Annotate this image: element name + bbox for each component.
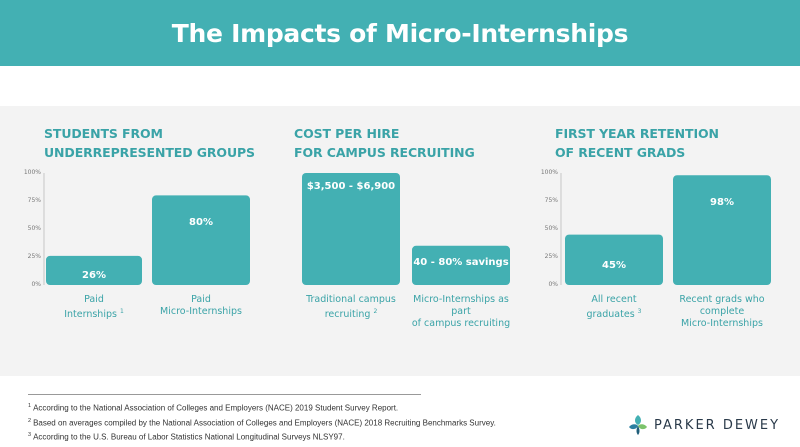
bar-chart xyxy=(560,173,771,285)
category-label: Recent grads who complete Micro-Internship… xyxy=(663,294,781,330)
footnote-number: 1 xyxy=(28,403,32,409)
bar-value-label: 80% xyxy=(189,217,213,229)
category-label-line: Micro-Internships xyxy=(160,306,242,317)
footnote-text: According to the U.S. Bureau of Labor St… xyxy=(33,432,345,442)
chart-panel-cost: COST PER HIRE FOR CAMPUS RECRUITING $3,5… xyxy=(294,106,524,376)
category-label: Paid Micro-Internships xyxy=(142,294,260,318)
footnote: 3 According to the U.S. Bureau of Labor S… xyxy=(28,429,608,444)
footnote-marker: 2 xyxy=(373,308,378,315)
footnote: 2 Based on averages compiled by the Natio… xyxy=(28,415,608,430)
chart-title-line: OF RECENT GRADS xyxy=(555,145,686,160)
footnote-number: 3 xyxy=(28,432,32,439)
category-label-line: Recent grads who xyxy=(679,294,765,305)
bar xyxy=(46,255,142,285)
category-label-line: Internships 1 xyxy=(64,308,124,321)
y-tick-label: 0% xyxy=(548,281,558,288)
category-label: All recent graduates 3 xyxy=(555,294,673,321)
category-label: Paid Internships 1 xyxy=(36,294,152,321)
bar xyxy=(673,175,771,285)
y-tick-label: 75% xyxy=(544,197,558,204)
spacer xyxy=(0,66,800,106)
header-banner: The Impacts of Micro-Internships xyxy=(0,0,800,66)
chart-panel-retention: FIRST YEAR RETENTION OF RECENT GRADS 100… xyxy=(541,106,785,376)
y-tick-label: 0% xyxy=(31,281,41,288)
category-label-line: Paid xyxy=(84,294,104,305)
y-tick-label: 100% xyxy=(23,169,41,176)
chart-title: FIRST YEAR RETENTION OF RECENT GRADS xyxy=(555,124,795,162)
footnote-marker: 1 xyxy=(119,308,124,315)
category-label-line: Traditional campus xyxy=(306,294,396,305)
chart-title: COST PER HIRE FOR CAMPUS RECRUITING xyxy=(294,124,534,162)
category-label-line: Micro-Internships xyxy=(681,318,763,329)
footnote: 1 According to the National Association o… xyxy=(28,400,608,415)
footnote-divider xyxy=(28,394,421,395)
footnote-marker: 3 xyxy=(637,308,642,315)
y-tick-label: 100% xyxy=(540,169,558,176)
bar xyxy=(412,245,510,285)
footnotes: 1 According to the National Association o… xyxy=(28,400,608,444)
bar xyxy=(565,234,663,285)
footnote-number: 2 xyxy=(28,417,32,424)
bar xyxy=(302,173,400,285)
chart-title-line: FIRST YEAR RETENTION xyxy=(555,126,719,141)
category-label-line: recruiting 2 xyxy=(324,308,378,321)
bar-chart xyxy=(302,173,510,285)
category-label: Micro-Internships as part of campus recru… xyxy=(402,294,520,330)
category-label-line: complete xyxy=(699,306,745,317)
chart-title-line: UNDERREPRESENTED GROUPS xyxy=(44,145,255,160)
bar-chart xyxy=(43,173,250,285)
chart-title-line: FOR CAMPUS RECRUITING xyxy=(294,145,475,160)
bar-value-label: 26% xyxy=(82,270,106,282)
leaf-logo-icon xyxy=(629,415,647,435)
footnote-text: According to the National Association of… xyxy=(33,403,399,413)
category-label-line: All recent xyxy=(591,294,637,305)
bar xyxy=(152,195,250,285)
bar-value-label: 98% xyxy=(710,197,734,209)
logo-text: PARKER DEWEY xyxy=(654,417,781,433)
y-tick-label: 75% xyxy=(27,197,41,204)
category-label: Traditional campus recruiting 2 xyxy=(292,294,410,321)
company-logo: PARKER DEWEY xyxy=(628,414,780,436)
category-label-line: Micro-Internships as part xyxy=(413,294,509,317)
category-label-line: graduates 3 xyxy=(586,308,642,321)
category-label-line: of campus recruiting xyxy=(411,318,511,329)
y-tick-label: 25% xyxy=(27,253,41,260)
bar-value-label: $3,500 - $6,900 xyxy=(306,181,396,192)
chart-panel-students: STUDENTS FROM UNDERREPRESENTED GROUPS 10… xyxy=(24,106,268,376)
bar-value-label: 45% xyxy=(602,259,626,271)
category-label-line: Paid xyxy=(191,294,211,305)
bar-value-label: 40 - 80% savings xyxy=(413,256,509,268)
footnote-text: Based on averages compiled by the Nation… xyxy=(33,418,496,428)
page-title: The Impacts of Micro-Internships xyxy=(171,18,629,48)
chart-title: STUDENTS FROM UNDERREPRESENTED GROUPS xyxy=(44,124,284,162)
y-tick-label: 25% xyxy=(544,253,558,260)
chart-title-line: STUDENTS FROM xyxy=(44,126,163,141)
y-tick-label: 50% xyxy=(544,225,558,232)
y-tick-label: 50% xyxy=(27,225,41,232)
chart-title-line: COST PER HIRE xyxy=(294,126,400,141)
